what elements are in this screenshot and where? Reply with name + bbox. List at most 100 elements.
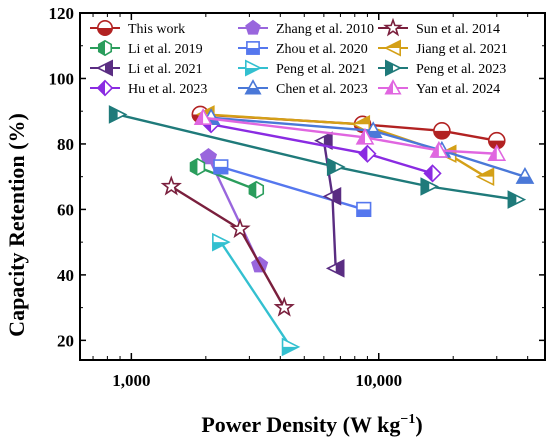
marker-fill [98,40,105,56]
legend-marker [246,41,260,55]
y-tick-label: 20 [57,331,74,350]
legend-item: Jiang et al. 2021 [378,39,508,57]
legend-item: Li et al. 2019 [90,39,203,57]
y-tick-label: 40 [57,266,74,285]
legend-item: Peng et al. 2023 [378,59,506,77]
data-point [358,144,377,163]
legend-marker [384,79,402,95]
marker-fill [323,132,332,149]
legend-marker [384,59,402,77]
marker-shape [199,148,218,165]
x-axis-label: Power Density (W kg−1) [201,412,422,437]
data-point [423,164,442,183]
legend-marker [245,19,261,35]
legend-label: Jiang et al. 2021 [416,42,508,57]
marker-fill [359,145,368,162]
marker-fill [109,106,118,123]
series-2 [160,175,295,317]
series-3 [189,157,265,199]
marker-fill [357,129,366,144]
marker-fill [97,80,105,96]
legend-label: Li et al. 2021 [128,62,203,77]
plot-border [79,12,546,361]
marker-shape [245,19,261,35]
series-line [197,165,257,191]
x-tick-label: 1,000 [112,371,150,390]
marker-fill [385,40,401,48]
marker-fill [335,260,344,277]
x-tick-label: 10,000 [355,371,402,390]
marker-fill [477,168,494,177]
data-point [507,190,527,209]
series-line [200,113,497,142]
marker-fill [421,178,430,195]
legend-item: This work [90,19,185,37]
data-point [515,167,535,184]
data-point [363,121,383,139]
marker-fill [97,28,113,36]
legend-label: Li et al. 2019 [128,42,203,57]
legend-item: Hu et al. 2023 [90,79,207,97]
data-point [229,217,251,239]
series-7 [212,232,301,357]
legend-marker [245,59,262,77]
marker-fill [282,346,299,355]
series-layer [108,105,535,357]
data-point [199,148,218,165]
data-point [189,157,206,176]
y-tick-label: 120 [49,4,75,23]
legend-item: Yan et al. 2024 [378,79,500,97]
marker-fill [332,188,341,205]
marker-fill [385,60,393,76]
legend: This work Zhang et al. 2010 Sun et al. 201… [90,17,508,97]
legend-marker [97,19,114,36]
y-tick-label: 80 [57,135,74,154]
data-point [487,144,507,161]
marker-fill [430,142,439,157]
legend-marker [383,17,403,37]
plot-frame-layer [79,12,546,361]
legend-item: Zhou et al. 2020 [238,41,368,57]
legend-marker [96,59,113,77]
data-point [429,140,449,158]
y-axis-label: Capacity Retention (%) [4,113,29,337]
legend-marker [96,79,114,97]
marker-fill [327,158,336,175]
series-line [220,165,365,211]
legend-item: Li et al. 2021 [90,59,203,77]
legend-label: Peng et al. 2021 [276,62,366,77]
legend-item: Zhang et al. 2010 [238,19,374,37]
legend-marker [97,39,113,57]
legend-label: This work [128,22,185,37]
legend-label: Zhou et al. 2020 [276,42,368,57]
data-point [248,180,265,199]
axes-layer: Power Density (W kg−1) Capacity Retentio… [4,4,545,437]
marker-fill [516,176,533,184]
legend-label: Zhang et al. 2010 [276,22,374,37]
series-1 [199,148,269,273]
legend-label: Chen et al. 2023 [276,82,368,97]
marker-shape [229,217,251,239]
data-point [193,108,213,125]
legend-label: Peng et al. 2023 [416,62,506,77]
marker-fill [246,48,260,55]
data-point [325,259,345,278]
marker-fill [245,88,261,94]
marker-shape [383,17,403,37]
marker-fill [190,158,198,175]
data-point [355,127,375,145]
legend-item: Sun et al. 2014 [378,17,500,37]
marker-fill [385,80,393,94]
data-point [433,122,451,140]
marker-fill [214,166,228,174]
legend-label: Sun et al. 2014 [416,22,500,37]
series-line [202,116,497,155]
y-tick-label: 60 [57,200,74,219]
data-point [420,177,440,196]
marker-fill [105,60,113,76]
legend-item: Chen et al. 2023 [238,79,368,97]
data-point [326,157,346,177]
legend-item: Peng et al. 2021 [238,59,366,77]
